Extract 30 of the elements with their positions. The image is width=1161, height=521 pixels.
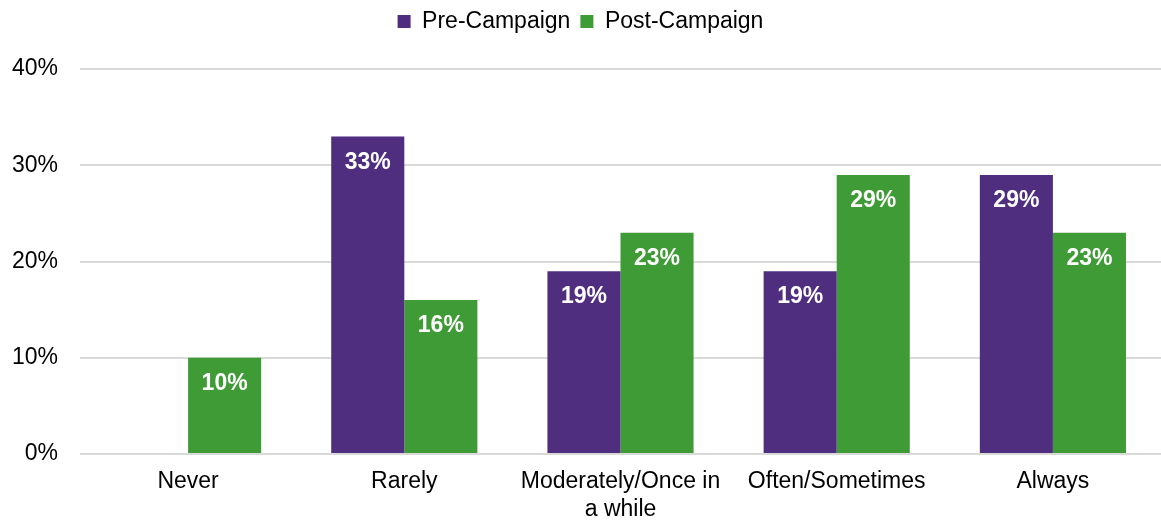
x-tick-label: Often/Sometimes bbox=[747, 467, 926, 494]
data-label: 10% bbox=[201, 369, 248, 396]
bar bbox=[188, 357, 262, 453]
y-tick-label: 10% bbox=[11, 343, 58, 370]
bar bbox=[620, 232, 694, 453]
bar bbox=[979, 174, 1053, 453]
bar bbox=[404, 300, 478, 453]
data-label: 19% bbox=[560, 282, 607, 309]
x-tick-label: Moderately/Once in a while bbox=[520, 467, 721, 521]
data-label: 29% bbox=[850, 186, 897, 213]
data-label: 19% bbox=[777, 282, 824, 309]
x-tick-label: Always bbox=[1016, 467, 1090, 494]
bar bbox=[547, 271, 621, 453]
data-label: 29% bbox=[993, 186, 1040, 213]
y-tick-label: 0% bbox=[24, 439, 58, 466]
data-label: 23% bbox=[634, 243, 681, 270]
x-tick-label: Never bbox=[157, 467, 220, 494]
legend-label: Pre-Campaign bbox=[422, 6, 571, 33]
x-tick-label: Rarely bbox=[371, 467, 439, 494]
legend-label: Post-Campaign bbox=[604, 6, 764, 33]
data-label: 33% bbox=[344, 147, 391, 174]
bar bbox=[1052, 232, 1126, 453]
y-tick-label: 20% bbox=[11, 246, 58, 273]
bar bbox=[331, 136, 405, 453]
y-tick-label: 30% bbox=[11, 150, 58, 177]
y-tick-label: 40% bbox=[11, 54, 58, 81]
data-label: 16% bbox=[417, 311, 464, 338]
bar bbox=[763, 271, 837, 453]
data-label: 23% bbox=[1066, 243, 1113, 270]
bar bbox=[836, 174, 910, 453]
